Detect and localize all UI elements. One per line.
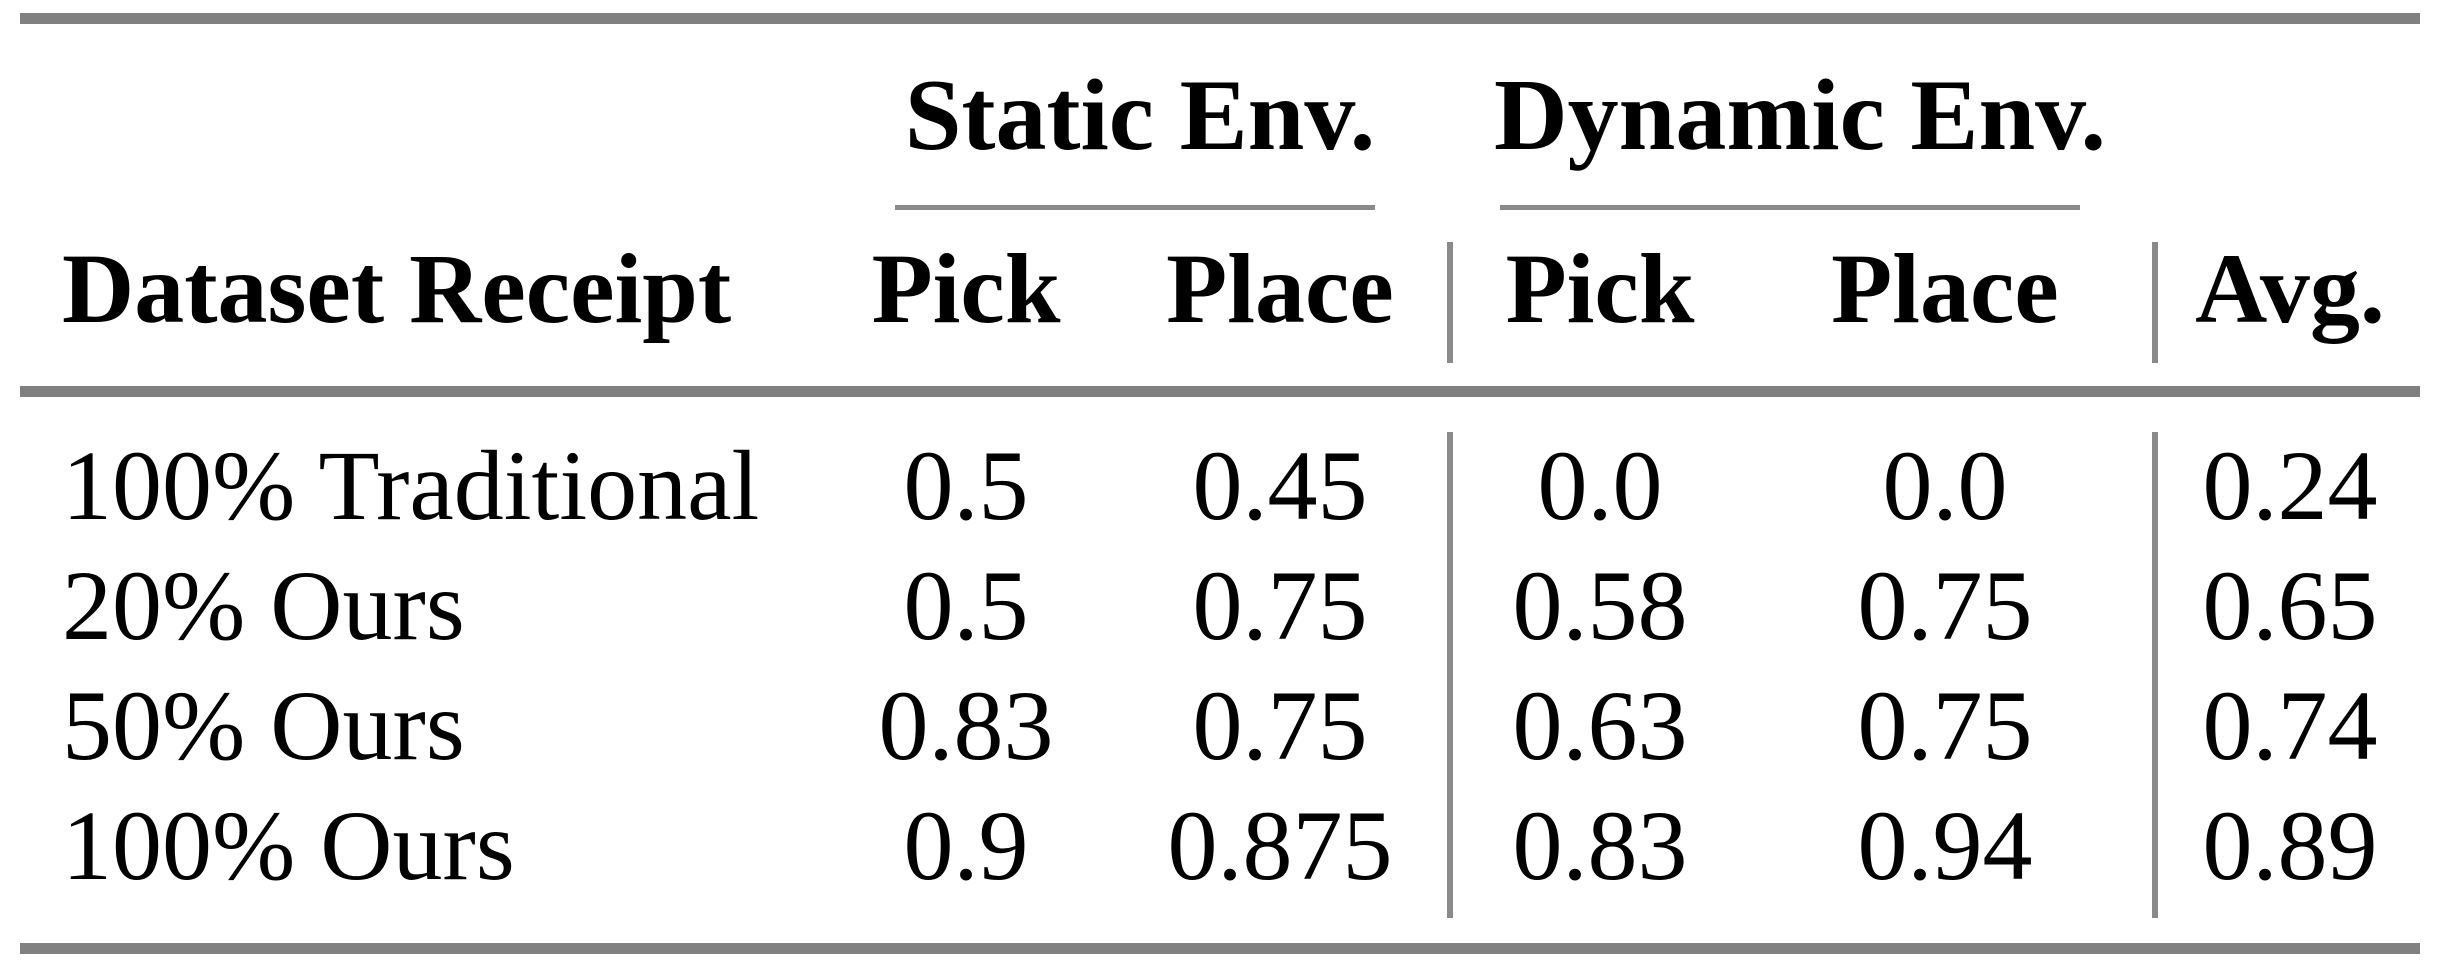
vertical-rule-static-dynamic-header [1447, 242, 1453, 363]
avg-value: 0.24 [2202, 430, 2378, 541]
static-pick-value: 0.5 [903, 430, 1029, 541]
column-header-avg: Avg. [2195, 233, 2385, 344]
dynamic-place-value: 0.75 [1857, 670, 2033, 781]
static-place-value: 0.75 [1192, 550, 1368, 661]
dynamic-pick-value: 0.63 [1512, 670, 1688, 781]
avg-value: 0.65 [2202, 550, 2378, 661]
dynamic-pick-value: 0.83 [1512, 790, 1688, 901]
row-label: 20% Ours [62, 550, 465, 661]
row-label: 100% Ours [62, 790, 515, 901]
static-pick-value: 0.5 [903, 550, 1029, 661]
static-place-value: 0.75 [1192, 670, 1368, 781]
group-header-dynamic-env: Dynamic Env. [1493, 59, 2107, 172]
dynamic-env-cmidrule [1500, 205, 2080, 210]
table-top-rule [20, 13, 2420, 24]
dynamic-pick-value: 0.0 [1537, 430, 1663, 541]
avg-value: 0.89 [2202, 790, 2378, 901]
row-label: 50% Ours [62, 670, 465, 781]
column-header-dataset-receipt: Dataset Receipt [62, 233, 732, 344]
static-place-value: 0.45 [1192, 430, 1368, 541]
dynamic-place-value: 0.94 [1857, 790, 2033, 901]
dynamic-pick-value: 0.58 [1512, 550, 1688, 661]
vertical-rule-static-dynamic-body [1447, 432, 1453, 918]
dynamic-place-value: 0.0 [1882, 430, 2008, 541]
dynamic-place-value: 0.75 [1857, 550, 2033, 661]
column-header-static-place: Place [1166, 233, 1394, 344]
vertical-rule-dynamic-avg-header [2152, 242, 2158, 363]
static-place-value: 0.875 [1167, 790, 1393, 901]
column-header-dynamic-pick: Pick [1505, 233, 1695, 344]
column-header-static-pick: Pick [871, 233, 1061, 344]
static-pick-value: 0.83 [878, 670, 1054, 781]
static-env-cmidrule [895, 205, 1375, 210]
table-bottom-rule [20, 943, 2420, 954]
vertical-rule-dynamic-avg-body [2152, 432, 2158, 918]
column-header-dynamic-place: Place [1831, 233, 2059, 344]
table-header-rule [20, 386, 2420, 397]
avg-value: 0.74 [2202, 670, 2378, 781]
static-pick-value: 0.9 [903, 790, 1029, 901]
group-header-static-env: Static Env. [904, 59, 1376, 172]
row-label: 100% Traditional [62, 430, 760, 541]
